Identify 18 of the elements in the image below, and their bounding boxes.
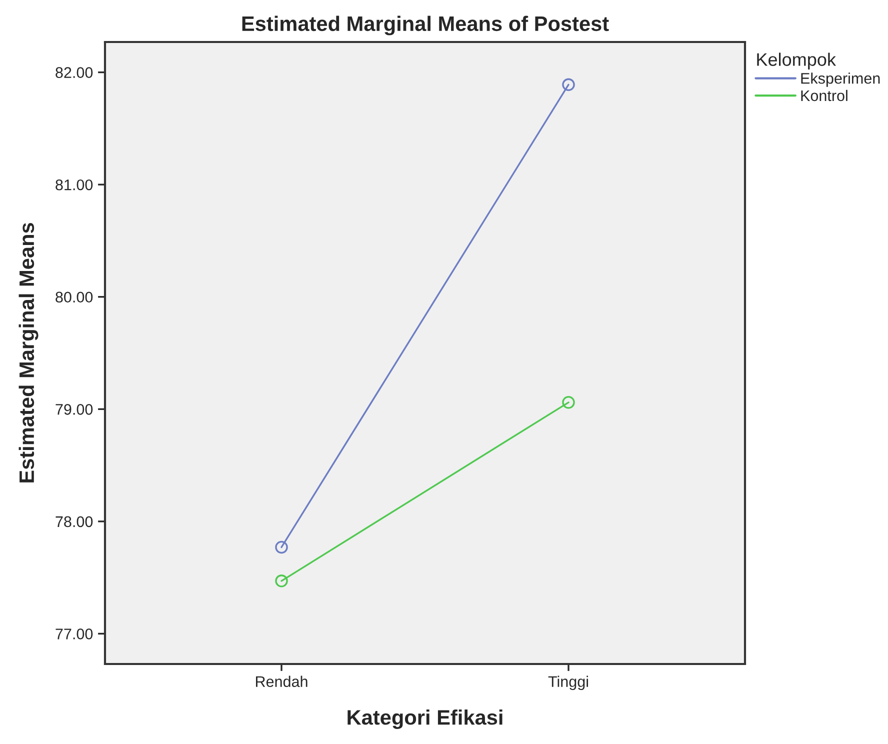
x-tick-label: Rendah bbox=[256, 676, 308, 688]
y-tick-label: 81.00 bbox=[56, 179, 93, 190]
x-tick-label: Tinggi bbox=[548, 676, 588, 690]
point bbox=[275, 574, 288, 588]
chart-title: Estimated Marginal Means of Postest bbox=[242, 16, 609, 36]
legend-title: Kelompok bbox=[757, 52, 836, 70]
y-tick-label: 80.00 bbox=[56, 292, 93, 303]
legend-label: Kontrol bbox=[801, 90, 848, 102]
y-axis-title: Estimated Marginal Means bbox=[18, 223, 38, 482]
legend-label: Eksperimen bbox=[801, 72, 880, 87]
y-tick-label: 77.00 bbox=[56, 628, 93, 640]
point bbox=[562, 78, 575, 92]
y-tick-label: 78.00 bbox=[56, 516, 93, 528]
point bbox=[275, 540, 288, 554]
x-axis-title: Kategori Efikasi bbox=[348, 709, 502, 730]
y-tick-label: 79.00 bbox=[56, 404, 93, 415]
y-tick-label: 82.00 bbox=[56, 67, 93, 78]
point bbox=[562, 396, 575, 409]
